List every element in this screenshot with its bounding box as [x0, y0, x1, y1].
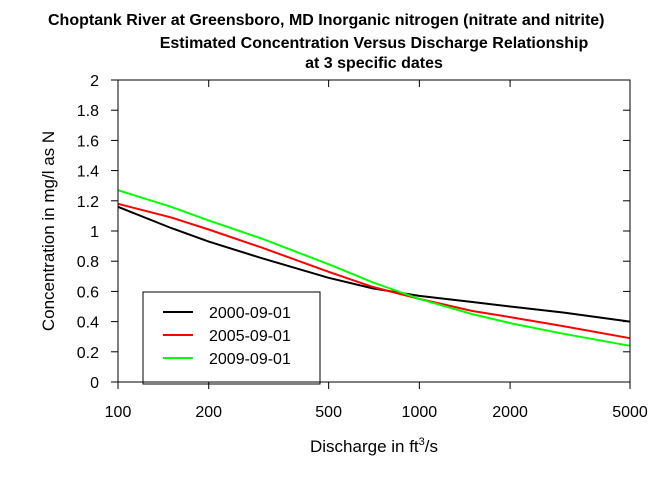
x-tick-label-1: 100 [105, 404, 132, 421]
y-tick-label-4: 0.6 [77, 284, 99, 301]
plot-lines [117, 189, 631, 347]
x-axis-label-superscript: 3 [419, 436, 425, 448]
y-tick-label-3: 0.4 [77, 315, 99, 332]
y-tick-label-6: 1 [90, 224, 99, 241]
legend-label-3: 2009-09-01 [209, 351, 291, 368]
series-line-3 [117, 189, 631, 347]
series-line-1 [117, 205, 631, 323]
y-tick-label-2: 0.2 [77, 345, 99, 362]
chart-subtitle: Estimated Concentration Versus Discharge… [160, 35, 589, 52]
series-line-2 [117, 202, 631, 340]
x-axis: 100 200 500 1000 2000 5000 [105, 80, 648, 421]
y-tick-label-9: 1.6 [77, 133, 99, 150]
x-tick-label-6: 5000 [612, 404, 648, 421]
y-axis-label: Concentration in mg/l as N [39, 131, 58, 331]
y-tick-label-11: 2 [90, 73, 99, 90]
y-axis: 0 0.2 0.4 0.6 0.8 1 1.2 1.4 1.6 1.8 2 [77, 73, 630, 392]
y-tick-label-5: 0.8 [77, 254, 99, 271]
x-tick-label-2: 200 [195, 404, 222, 421]
x-tick-label-4: 1000 [402, 404, 438, 421]
y-tick-label-7: 1.2 [77, 194, 99, 211]
y-tick-label-1: 0 [90, 375, 99, 392]
legend-box [142, 291, 321, 385]
chart-title: Choptank River at Greensboro, MD Inorgan… [48, 12, 605, 29]
x-tick-label-3: 500 [315, 404, 342, 421]
y-tick-label-10: 1.8 [77, 103, 99, 120]
x-axis-label: Discharge in ft3/s [310, 436, 438, 456]
x-tick-label-5: 2000 [492, 404, 528, 421]
legend-label-1: 2000-09-01 [209, 305, 291, 322]
chart-subtitle-2: at 3 specific dates [305, 55, 443, 72]
y-tick-label-8: 1.4 [77, 164, 99, 181]
legend-label-2: 2005-09-01 [209, 328, 291, 345]
legend: 2000-09-01 2005-09-01 2009-09-01 [142, 291, 321, 385]
